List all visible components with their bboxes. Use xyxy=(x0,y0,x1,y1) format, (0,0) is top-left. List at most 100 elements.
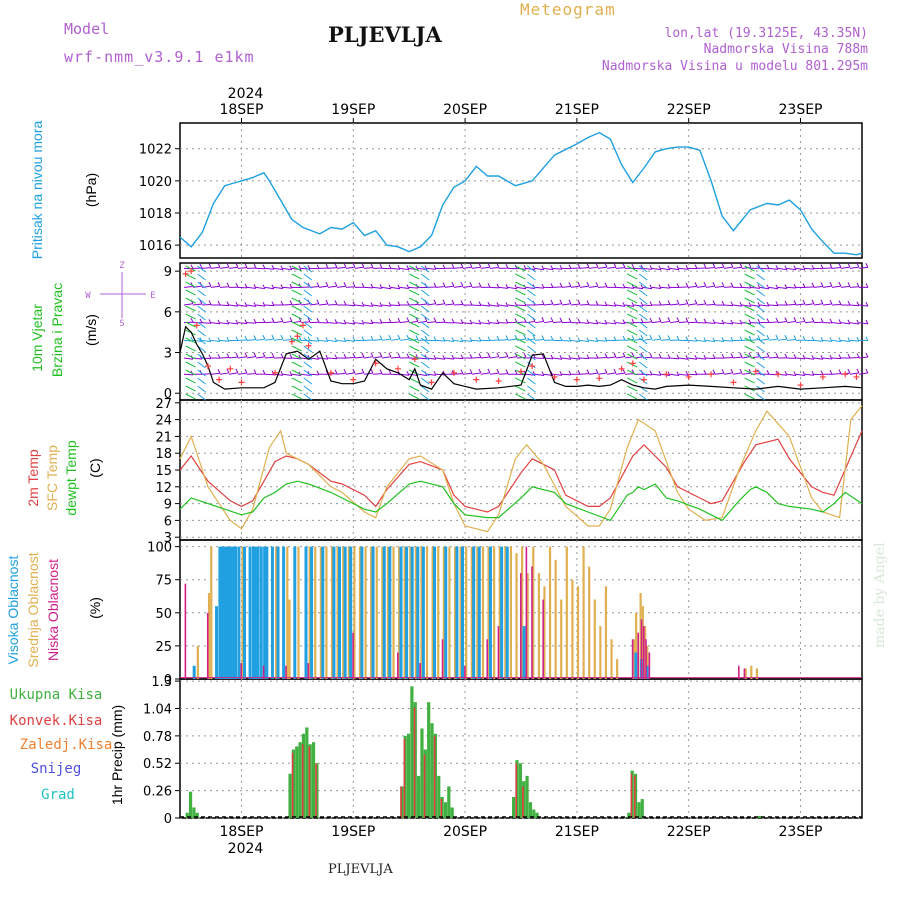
wind-barb-feather xyxy=(505,352,509,357)
wind-barb-feather xyxy=(226,282,230,287)
wind-barb xyxy=(372,286,383,289)
low-cloud-bar xyxy=(419,663,421,679)
wind-barb-feather xyxy=(352,301,356,306)
high-cloud-bar xyxy=(227,546,231,679)
wind-barb-feather xyxy=(478,336,482,342)
wind-barb-feather xyxy=(676,265,680,270)
total-precip-bar xyxy=(758,815,762,818)
wind-gust-marker xyxy=(182,270,189,277)
wind-barb xyxy=(543,320,553,324)
total-precip-bar xyxy=(192,807,196,818)
wind-barb-feather xyxy=(775,301,779,306)
wind-barb xyxy=(228,266,238,269)
total-precip-bar xyxy=(295,746,299,818)
wind-barb-feather xyxy=(730,319,734,325)
wind-barb-feather xyxy=(793,300,797,305)
high-cloud-bar xyxy=(343,546,347,679)
mid-cloud-bar xyxy=(453,546,457,679)
wind-barb xyxy=(831,304,842,306)
wind-barb-feather xyxy=(865,283,869,288)
wind-barb xyxy=(354,266,364,269)
wind-barb-feather xyxy=(649,265,653,270)
wind-barb xyxy=(561,357,571,360)
wind-barb-feather xyxy=(451,281,455,287)
wind-barb-feather xyxy=(658,265,662,270)
total-precip-bar xyxy=(430,723,434,818)
wind-barb-feather xyxy=(739,336,743,341)
wind-barb xyxy=(264,267,275,270)
day-label-bottom: 18SEP xyxy=(219,824,263,840)
wind-gust-marker xyxy=(294,333,301,340)
wind-barb-feather xyxy=(217,300,221,306)
wind-barb-feather xyxy=(379,318,383,324)
wind-barb-feather xyxy=(847,319,851,325)
wind-barb-calm xyxy=(744,313,755,320)
wind-barb xyxy=(768,321,779,324)
wind-barb-feather xyxy=(721,282,725,287)
low-cloud-bar xyxy=(520,573,522,679)
day-label-top: 22SEP xyxy=(667,102,711,118)
wind-barb-feather xyxy=(271,317,275,323)
wind-barb-feather xyxy=(568,355,572,360)
wind-barb-feather xyxy=(766,284,770,289)
wind-barb-feather xyxy=(622,368,626,374)
wind-barb-feather xyxy=(325,281,329,287)
wind-gust-marker xyxy=(842,371,849,378)
wind-barb-feather xyxy=(775,334,779,340)
wind-barb xyxy=(480,356,491,359)
wind-barb xyxy=(741,372,751,375)
low-cloud-bar xyxy=(645,639,647,679)
wind-barb xyxy=(354,304,364,307)
wind-barb xyxy=(363,304,373,307)
wind-barb xyxy=(678,321,689,324)
wind-barb-calm xyxy=(420,281,430,289)
temp-dewpoint-label: dewpt Temp xyxy=(63,440,79,515)
wind-barb-calm xyxy=(291,281,303,288)
wind-barb-feather xyxy=(397,317,401,323)
mid-cloud-bar xyxy=(515,553,518,679)
wind-gust-marker xyxy=(473,376,480,383)
wind-barb-feather xyxy=(361,352,365,358)
low-cloud-bar xyxy=(648,652,651,679)
wind-barb xyxy=(597,322,607,325)
wind-barb xyxy=(678,303,688,306)
wind-barb-feather xyxy=(631,335,635,340)
wind-barb-feather xyxy=(271,265,275,270)
wind-barb-feather xyxy=(406,353,410,358)
wind-gust-marker xyxy=(775,371,782,378)
wind-barb-calm xyxy=(756,337,765,345)
wind-barb-feather xyxy=(784,371,788,376)
wind-barb-feather xyxy=(361,263,365,268)
wind-barb-feather xyxy=(208,319,212,324)
wind-barb-calm xyxy=(303,337,313,345)
mid-cloud-bar xyxy=(403,546,406,679)
wind-barb-calm xyxy=(408,377,420,384)
wind-gust-marker xyxy=(238,379,245,386)
wind-barb-calm xyxy=(185,393,196,400)
wind-barb xyxy=(255,356,265,359)
wind-barb xyxy=(831,339,841,343)
wind-barb-feather xyxy=(334,300,338,305)
wind-barb xyxy=(300,321,311,324)
wind-barb-feather xyxy=(406,284,410,289)
low-cloud-bar xyxy=(262,665,265,679)
wind-barb-feather xyxy=(307,336,311,341)
wind-barb-feather xyxy=(505,318,509,324)
wind-barb xyxy=(417,320,427,324)
wind-barb xyxy=(363,322,374,325)
wind-barb-feather xyxy=(586,354,590,359)
wind-barb-feather xyxy=(685,264,689,270)
mid-cloud-bar xyxy=(275,546,278,679)
wind-barb-calm xyxy=(515,305,526,312)
wind-barb xyxy=(606,372,616,375)
wind-barb-feather xyxy=(478,319,482,325)
wind-barb xyxy=(831,373,842,375)
wind-barb xyxy=(813,373,824,376)
high-cloud-bar xyxy=(444,546,448,679)
wind-barb-feather xyxy=(667,265,671,270)
wind-barb-feather xyxy=(595,353,599,359)
wind-barb-feather xyxy=(784,265,788,270)
wind-barb-feather xyxy=(343,337,347,342)
wind-barb-calm xyxy=(744,297,755,304)
wind-barb-calm xyxy=(638,345,648,353)
